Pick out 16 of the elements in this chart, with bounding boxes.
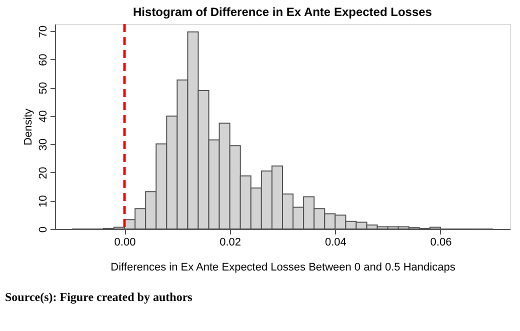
y-tick-label: 50	[38, 82, 50, 94]
chart-title: Histogram of Difference in Ex Ante Expected Losses	[133, 4, 432, 19]
y-tick-label: 40	[38, 110, 50, 123]
y-tick-label: 0	[38, 226, 50, 233]
y-axis-title: Density	[22, 108, 34, 146]
y-tick-label: 10	[38, 195, 50, 208]
source-note: Source(s): Figure created by authors	[5, 290, 193, 304]
y-tick-label: 60	[38, 54, 50, 66]
x-axis-title: Differences in Ex Ante Expected Losses Between 0 and 0.5 Handicaps	[110, 262, 456, 274]
y-tick-label: 30	[38, 138, 50, 151]
y-tick-label: 70	[38, 25, 50, 38]
x-tick-label: 0.04	[324, 236, 346, 248]
x-tick-label: 0.02	[220, 236, 242, 248]
x-tick-label: 0.00	[114, 236, 136, 248]
x-tick-label: 0.06	[430, 236, 452, 248]
y-tick-label: 20	[38, 166, 50, 180]
